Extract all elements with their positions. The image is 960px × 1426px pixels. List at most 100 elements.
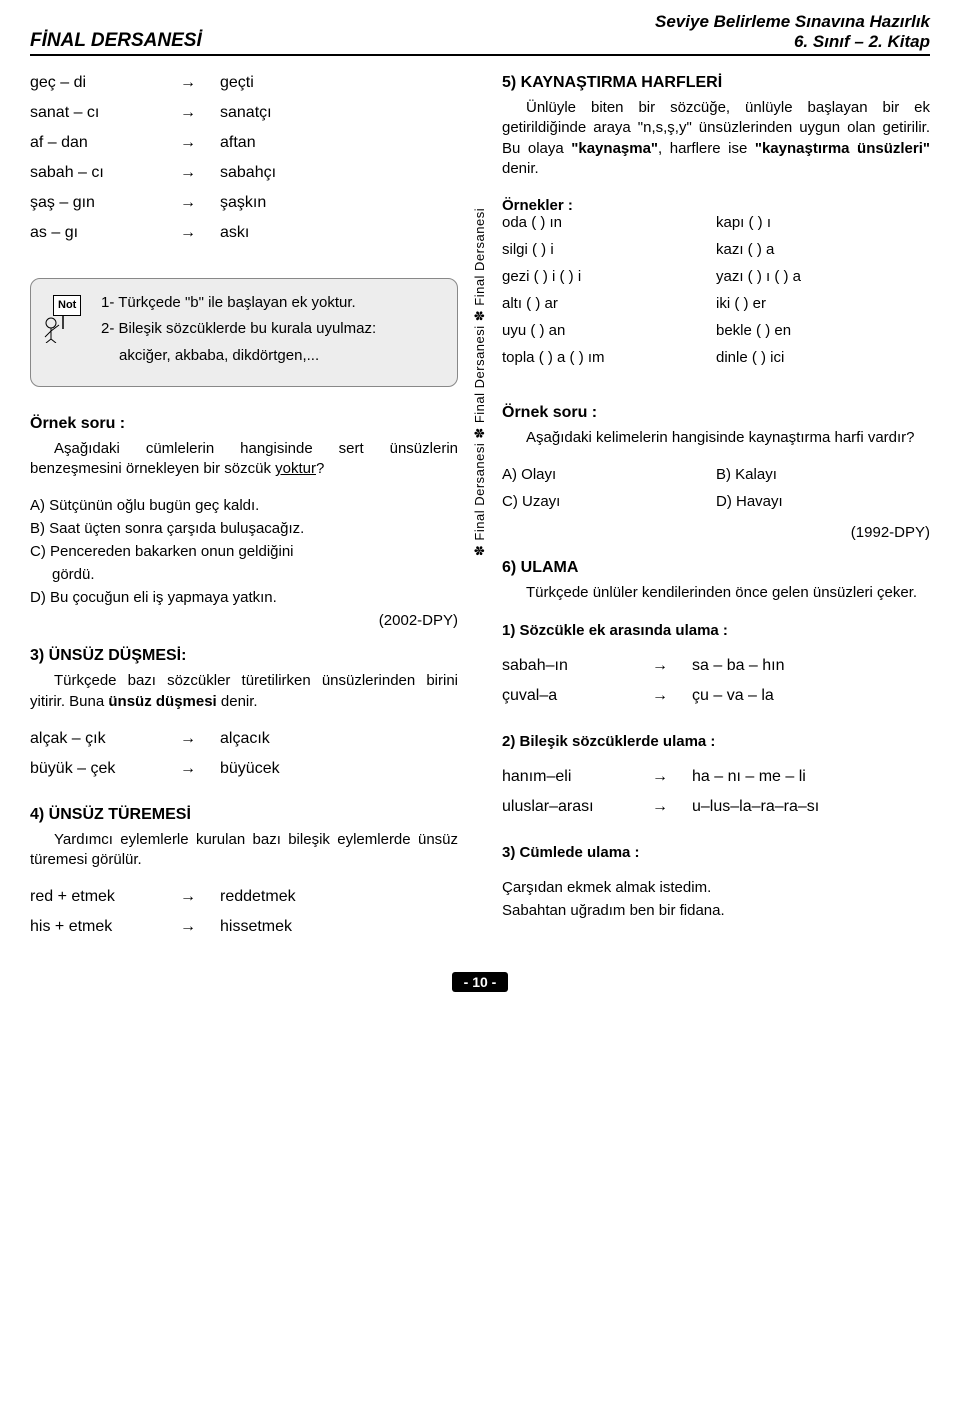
arrow-row: uluslar–arası → u–lus–la–ra–ra–sı [502, 798, 930, 816]
ex-b-2: yazı ( ) ı ( ) a [716, 268, 930, 285]
header-right: Seviye Belirleme Sınavına Hazırlık 6. Sı… [655, 12, 930, 52]
arrow-icon: → [180, 760, 220, 778]
right-column: 5) KAYNAŞTIRMA HARFLERİ Ünlüyle biten bi… [480, 74, 930, 948]
ex-b-3: iki ( ) er [716, 295, 930, 312]
ex-a-1: silgi ( ) i [502, 241, 716, 258]
arrow-right: u–lus–la–ra–ra–sı [692, 798, 819, 816]
ex-b-5: dinle ( ) ici [716, 349, 930, 366]
header-right-line2: 6. Sınıf – 2. Kitap [655, 32, 930, 52]
examples-col-a: oda ( ) ın silgi ( ) i gezi ( ) i ( ) i … [502, 214, 716, 376]
section-5-title: 5) KAYNAŞTIRMA HARFLERİ [502, 74, 930, 92]
arrow-right: aftan [220, 134, 256, 152]
example-2-question: Aşağıdaki kelimelerin hangisinde kaynaşt… [502, 428, 930, 448]
arrow-row: as – gı → askı [30, 224, 458, 242]
opt2-a: A) Olayı [502, 466, 716, 483]
arrow-right: ha – nı – me – li [692, 768, 806, 786]
section-6-sub3: 3) Cümlede ulama : [502, 844, 930, 861]
arrow-left: çuval–a [502, 687, 652, 705]
arrow-icon: → [652, 798, 692, 816]
arrow-left: şaş – gın [30, 194, 180, 212]
section-5-para: Ünlüyle biten bir sözcüğe, ünlüyle başla… [502, 98, 930, 179]
example-2-title: Örnek soru : [502, 404, 930, 422]
arrow-right: reddetmek [220, 888, 296, 906]
examples-label: Örnekler : [502, 197, 930, 214]
arrow-right: sabahçı [220, 164, 276, 182]
ex-a-0: oda ( ) ın [502, 214, 716, 231]
section-6-title: 6) ULAMA [502, 559, 930, 577]
arrow-row: his + etmek → hissetmek [30, 918, 458, 936]
arrow-left: sabah – cı [30, 164, 180, 182]
arrow-row: büyük – çek → büyücek [30, 760, 458, 778]
arrow-row: geç – di → geçti [30, 74, 458, 92]
note-2-text: Bileşik sözcüklerde bu kurala uyulmaz: [119, 320, 377, 337]
arrow-left: red + etmek [30, 888, 180, 906]
arrow-right: şaşkın [220, 194, 266, 212]
section-6-sub1: 1) Sözcükle ek arasında ulama : [502, 622, 930, 639]
sec5-p1b2: "kaynaştırma ünsüzleri" [755, 140, 930, 157]
examples-col-b: kapı ( ) ı kazı ( ) a yazı ( ) ı ( ) a i… [716, 214, 930, 376]
section-3-rows: alçak – çık → alçacık büyük – çek → büyü… [30, 730, 458, 778]
page-number: - 10 - [30, 972, 930, 992]
example-1-source: (2002-DPY) [30, 612, 458, 629]
examples-two-col: oda ( ) ın silgi ( ) i gezi ( ) i ( ) i … [502, 214, 930, 376]
arrow-icon: → [180, 730, 220, 748]
note-1-num: 1- [101, 294, 114, 311]
arrow-left: sabah–ın [502, 657, 652, 675]
arrow-right: alçacık [220, 730, 270, 748]
arrow-row: sanat – cı → sanatçı [30, 104, 458, 122]
q-text: Aşağıdaki cümlelerin hangisinde sert üns… [30, 440, 458, 477]
option-c-cont: gördü. [30, 566, 458, 583]
example-1-question: Aşağıdaki cümlelerin hangisinde sert üns… [30, 439, 458, 480]
vertical-watermark: ✽ Final Dersanesi ✽ Final Dersanesi ✽ Fi… [472, 208, 488, 556]
section-6-rows2: hanım–eli → ha – nı – me – li uluslar–ar… [502, 768, 930, 816]
sec5-p1end: denir. [502, 160, 539, 177]
ex-a-2: gezi ( ) i ( ) i [502, 268, 716, 285]
arrow-right: hissetmek [220, 918, 292, 936]
arrow-right: sa – ba – hın [692, 657, 785, 675]
arrow-icon: → [652, 657, 692, 675]
section-6-para: Türkçede ünlüler kendilerinden önce gele… [502, 583, 930, 603]
ex-a-3: altı ( ) ar [502, 295, 716, 312]
left-column: geç – di → geçti sanat – cı → sanatçı af… [30, 74, 480, 948]
example-2-source: (1992-DPY) [502, 524, 930, 541]
arrow-icon: → [180, 134, 220, 152]
note-2-num: 2- [101, 320, 114, 337]
arrow-icon: → [180, 194, 220, 212]
q-underlined: yoktur [275, 460, 316, 477]
note-line-3: akciğer, akbaba, dikdörtgen,... [101, 346, 441, 366]
arrow-row: sabah – cı → sabahçı [30, 164, 458, 182]
arrow-icon: → [180, 888, 220, 906]
opt2-d: D) Havayı [716, 493, 930, 510]
ex-b-1: kazı ( ) a [716, 241, 930, 258]
arrow-left: geç – di [30, 74, 180, 92]
arrow-icon: → [180, 918, 220, 936]
arrow-left: af – dan [30, 134, 180, 152]
note-line-2: 2- Bileşik sözcüklerde bu kurala uyulmaz… [101, 319, 441, 339]
option-d: D) Bu çocuğun eli iş yapmaya yatkın. [30, 589, 458, 606]
q-end: ? [316, 460, 324, 477]
ex-b-4: bekle ( ) en [716, 322, 930, 339]
page-header: FİNAL DERSANESİ Seviye Belirleme Sınavın… [30, 12, 930, 52]
arrow-right: sanatçı [220, 104, 272, 122]
sec6-line3-0: Çarşıdan ekmek almak istedim. [502, 879, 930, 896]
arrow-right: geçti [220, 74, 254, 92]
section-6-sub2: 2) Bileşik sözcüklerde ulama : [502, 733, 930, 750]
sec3-p1end: denir. [217, 693, 258, 710]
ex-a-5: topla ( ) a ( ) ım [502, 349, 716, 366]
arrow-right: büyücek [220, 760, 280, 778]
example-1-title: Örnek soru : [30, 415, 458, 433]
header-left: FİNAL DERSANESİ [30, 30, 202, 52]
section-6-rows1: sabah–ın → sa – ba – hın çuval–a → çu – … [502, 657, 930, 705]
sec6-line3-1: Sabahtan uğradım ben bir fidana. [502, 902, 930, 919]
arrow-row: şaş – gın → şaşkın [30, 194, 458, 212]
arrow-left: hanım–eli [502, 768, 652, 786]
arrow-left: as – gı [30, 224, 180, 242]
arrow-icon: → [180, 74, 220, 92]
ex-a-4: uyu ( ) an [502, 322, 716, 339]
sec5-p1mid: , harflere ise [658, 140, 755, 157]
option-b: B) Saat üçten sonra çarşıda buluşacağız. [30, 520, 458, 537]
arrow-left: alçak – çık [30, 730, 180, 748]
arrow-row: alçak – çık → alçacık [30, 730, 458, 748]
note-box: Not 1- Türkçede "b" ile başlayan ek yokt… [30, 278, 458, 387]
arrow-left: sanat – cı [30, 104, 180, 122]
